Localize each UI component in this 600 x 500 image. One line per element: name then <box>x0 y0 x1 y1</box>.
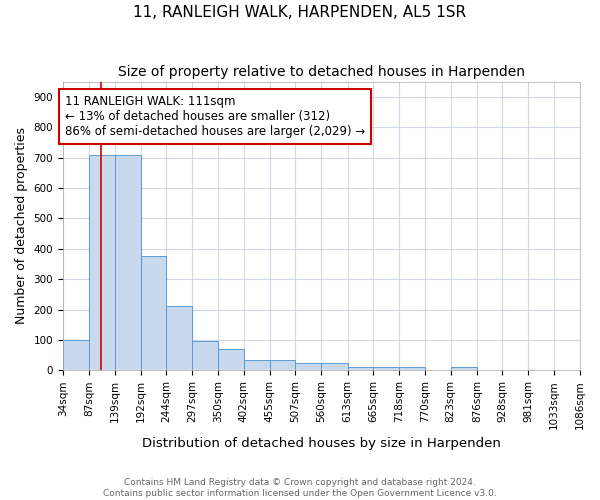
Y-axis label: Number of detached properties: Number of detached properties <box>15 128 28 324</box>
Text: 11, RANLEIGH WALK, HARPENDEN, AL5 1SR: 11, RANLEIGH WALK, HARPENDEN, AL5 1SR <box>133 5 467 20</box>
Title: Size of property relative to detached houses in Harpenden: Size of property relative to detached ho… <box>118 65 525 79</box>
Bar <box>244 360 270 370</box>
Bar <box>270 360 295 370</box>
X-axis label: Distribution of detached houses by size in Harpenden: Distribution of detached houses by size … <box>142 437 501 450</box>
Bar <box>218 349 244 370</box>
Bar <box>451 368 477 370</box>
Bar <box>347 368 373 370</box>
Bar <box>295 362 322 370</box>
Bar <box>192 342 218 370</box>
Bar <box>63 340 89 370</box>
Bar <box>115 154 140 370</box>
Text: Contains HM Land Registry data © Crown copyright and database right 2024.
Contai: Contains HM Land Registry data © Crown c… <box>103 478 497 498</box>
Text: 11 RANLEIGH WALK: 111sqm
← 13% of detached houses are smaller (312)
86% of semi-: 11 RANLEIGH WALK: 111sqm ← 13% of detach… <box>65 95 365 138</box>
Bar <box>166 306 192 370</box>
Bar <box>89 154 115 370</box>
Bar <box>373 368 399 370</box>
Bar <box>399 368 425 370</box>
Bar <box>322 362 347 370</box>
Bar <box>140 256 166 370</box>
